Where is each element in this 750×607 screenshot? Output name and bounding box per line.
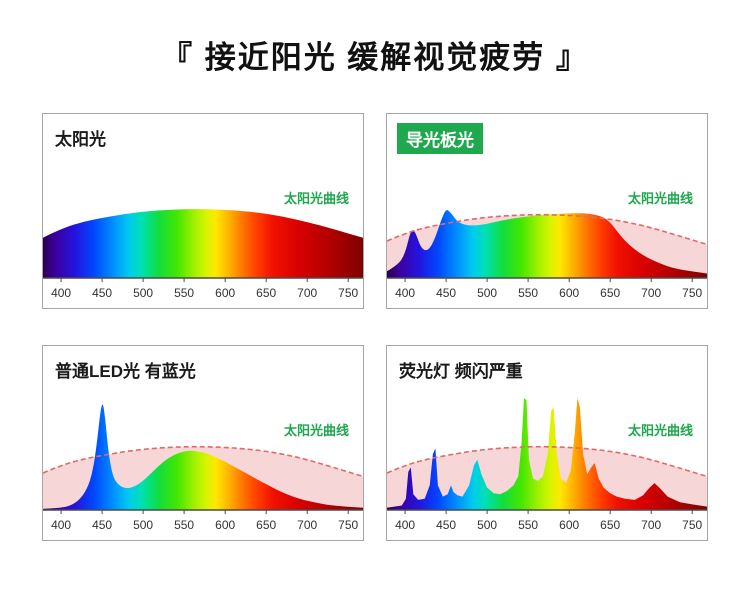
- sun-curve-label: 太阳光曲线: [627, 423, 693, 438]
- x-axis-tick-label: 500: [133, 286, 153, 300]
- spectrum-chart-light-guide: 400 450 500 550 600 650 700 750: [387, 210, 707, 300]
- sun-curve-label: 太阳光曲线: [283, 191, 349, 206]
- panel-title: 荧光灯 频闪严重: [399, 362, 523, 381]
- x-axis-tick-label: 400: [395, 518, 415, 532]
- spectrum-area: [387, 398, 707, 510]
- x-axis-tick-label: 450: [92, 286, 112, 300]
- page-title: 『 接近阳光 缓解视觉疲劳 』: [161, 40, 589, 75]
- x-axis-tick-label: 700: [641, 286, 661, 300]
- spectrum-chart-sunlight: 400 450 500 550 600 650 700 750: [43, 209, 363, 300]
- x-axis-tick-label: 500: [133, 518, 153, 532]
- x-axis-tick-label: 500: [477, 518, 497, 532]
- x-axis-tick-label: 600: [215, 518, 235, 532]
- x-axis-tick-label: 750: [338, 518, 358, 532]
- x-axis-tick-label: 550: [518, 518, 538, 532]
- spectrum-area: [43, 209, 363, 278]
- panel-title-badge: 导光板光: [397, 123, 483, 154]
- spectrum-area: [43, 404, 363, 510]
- panel-title: 普通LED光 有蓝光: [55, 362, 196, 381]
- panel-grid: 太阳光 太阳光曲线 400 450 500 550 600 650 700 750 导光板光 …: [42, 113, 708, 541]
- sun-curve-label: 太阳光曲线: [627, 191, 693, 206]
- x-axis-tick-label: 700: [297, 286, 317, 300]
- spectrum-chart-fluorescent: 400 450 500 550 600 650 700 750: [387, 398, 707, 532]
- spectrum-area: [387, 210, 707, 278]
- panel-light-guide: 导光板光 太阳光曲线 400 450 500 550 600 650 700 750: [386, 113, 708, 309]
- sunlight-dashed-curve: [387, 213, 707, 246]
- x-axis-tick-label: 550: [174, 286, 194, 300]
- spectrum-chart-led: 400 450 500 550 600 650 700 750: [43, 404, 363, 532]
- panel-title: 太阳光: [55, 130, 106, 149]
- x-axis-tick-label: 400: [395, 286, 415, 300]
- x-axis-tick-label: 400: [51, 518, 71, 532]
- sun-curve-label: 太阳光曲线: [283, 423, 349, 438]
- x-axis-tick-label: 550: [174, 518, 194, 532]
- x-axis-tick-label: 700: [641, 518, 661, 532]
- x-axis-tick-label: 650: [600, 518, 620, 532]
- x-axis-tick-label: 650: [256, 518, 276, 532]
- x-axis-tick-label: 700: [297, 518, 317, 532]
- x-axis-tick-label: 750: [682, 518, 702, 532]
- x-axis-tick-label: 500: [477, 286, 497, 300]
- sunlight-dashed-curve: [43, 445, 363, 478]
- x-axis-tick-label: 600: [215, 286, 235, 300]
- x-axis-tick-label: 650: [256, 286, 276, 300]
- x-axis-tick-label: 450: [436, 286, 456, 300]
- sunlight-dashed-curve: [387, 445, 707, 478]
- panel-sunlight: 太阳光 太阳光曲线 400 450 500 550 600 650 700 750: [42, 113, 364, 309]
- x-axis-tick-label: 650: [600, 286, 620, 300]
- x-axis-tick-label: 550: [518, 286, 538, 300]
- x-axis-tick-label: 600: [559, 518, 579, 532]
- x-axis-tick-label: 450: [92, 518, 112, 532]
- x-axis-tick-label: 750: [338, 286, 358, 300]
- panel-led: 普通LED光 有蓝光 太阳光曲线 400 450 500 550 600 650 700 75…: [42, 345, 364, 541]
- x-axis-tick-label: 400: [51, 286, 71, 300]
- panel-fluorescent: 荧光灯 频闪严重 太阳光曲线 400 450 500 550 600 650 700 750: [386, 345, 708, 541]
- x-axis-tick-label: 750: [682, 286, 702, 300]
- x-axis-tick-label: 600: [559, 286, 579, 300]
- x-axis-tick-label: 450: [436, 518, 456, 532]
